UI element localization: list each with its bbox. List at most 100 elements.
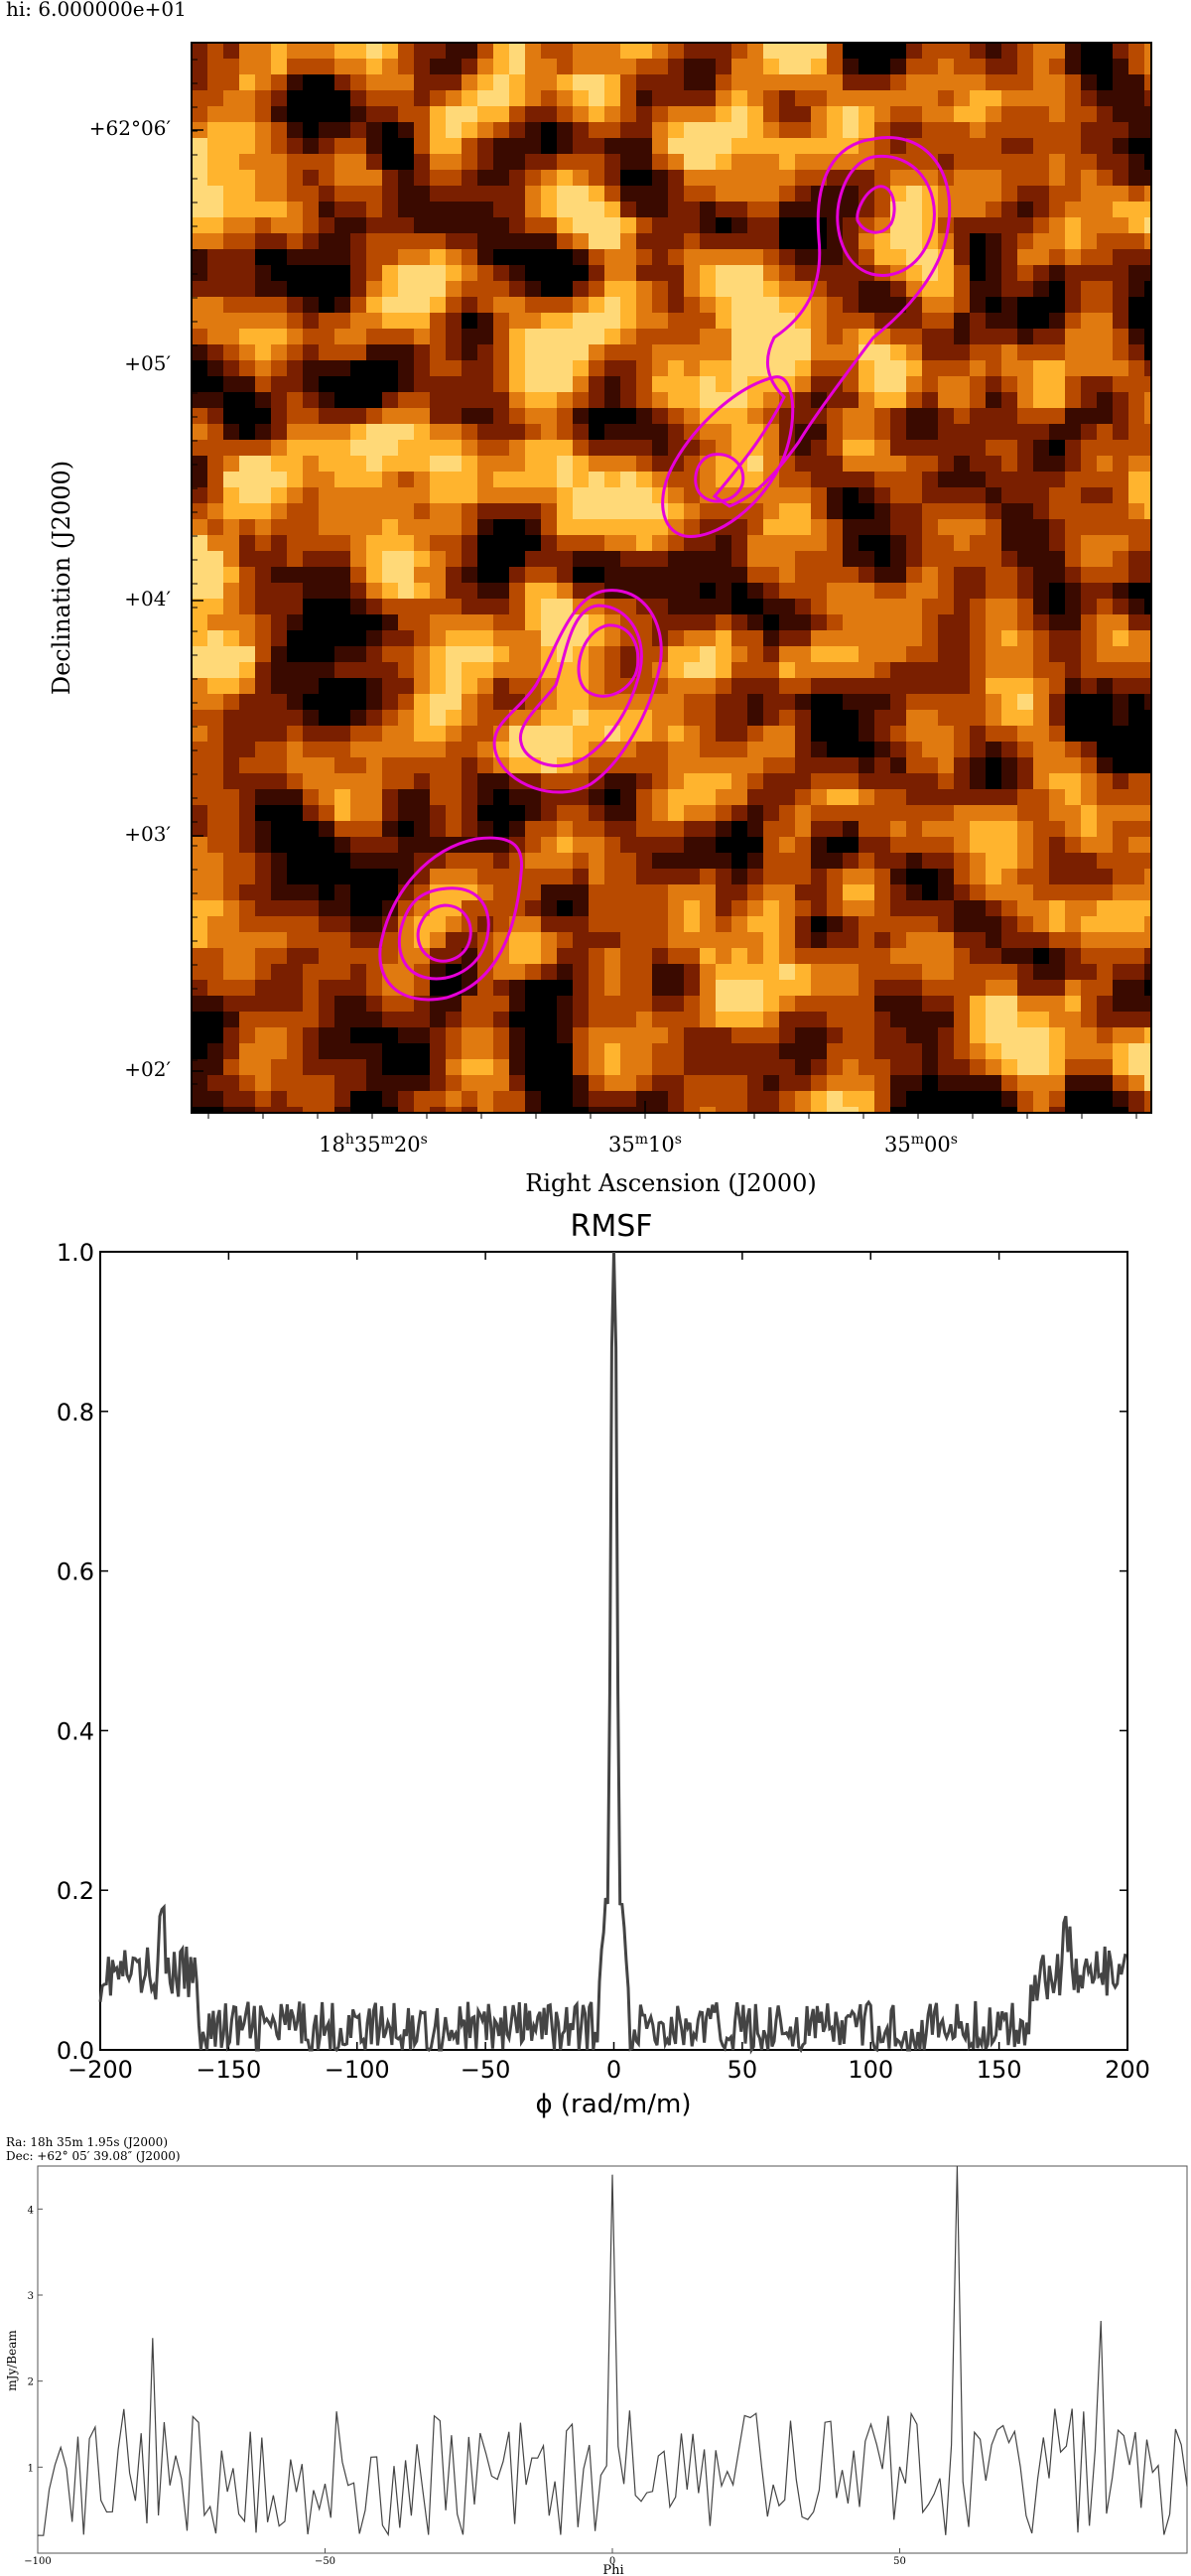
heatmap-cell — [604, 551, 621, 568]
heatmap-cell — [827, 1027, 844, 1044]
heatmap-cell — [795, 519, 812, 536]
heatmap-cell — [986, 1043, 1002, 1060]
heatmap-cell — [287, 964, 304, 981]
heatmap-cell — [954, 1107, 971, 1114]
heatmap-cell — [620, 599, 637, 615]
heatmap-cell — [843, 996, 860, 1013]
heatmap-cell — [763, 916, 780, 933]
heatmap-cell — [334, 90, 351, 107]
heatmap-cell — [414, 408, 431, 425]
heatmap-cell — [255, 233, 272, 250]
heatmap-cell — [843, 1107, 860, 1114]
heatmap-cell — [986, 1107, 1002, 1114]
heatmap-cell — [255, 726, 272, 743]
heatmap-cell — [922, 678, 939, 695]
heatmap-cell — [589, 90, 605, 107]
heatmap-cell — [192, 281, 208, 298]
heatmap-cell — [192, 503, 208, 520]
heatmap-cell — [906, 932, 923, 949]
heatmap-cell — [557, 1107, 574, 1114]
heatmap-cell — [986, 265, 1002, 282]
heatmap-cell — [604, 1075, 621, 1092]
heatmap-cell — [890, 742, 907, 758]
heatmap-cell — [303, 710, 320, 727]
heatmap-cell — [1065, 551, 1082, 568]
heatmap-cell — [192, 551, 208, 568]
heatmap-cell — [700, 630, 717, 647]
heatmap-cell — [763, 773, 780, 790]
heatmap-cell — [589, 43, 605, 60]
heatmap-cell — [192, 964, 208, 981]
heatmap-cell — [668, 1059, 685, 1076]
heatmap-cell — [207, 344, 224, 361]
heatmap-cell — [1001, 1075, 1018, 1092]
heatmap-cell — [1001, 472, 1018, 488]
heatmap-cell — [430, 599, 447, 615]
heatmap-cell — [493, 43, 510, 60]
heatmap-cell — [573, 535, 590, 552]
heatmap-cell — [1144, 1059, 1152, 1076]
heatmap-cell — [1144, 503, 1152, 520]
heatmap-cell — [716, 614, 732, 631]
heatmap-cell — [1128, 805, 1145, 822]
heatmap-cell — [604, 646, 621, 663]
heatmap-cell — [573, 1027, 590, 1044]
heatmap-cell — [573, 472, 590, 488]
heatmap-cell — [1065, 1091, 1082, 1108]
heatmap-cell — [652, 233, 669, 250]
heatmap-cell — [970, 710, 987, 727]
heatmap-cell — [271, 948, 288, 965]
heatmap-cell — [271, 837, 288, 854]
heatmap-cell — [652, 948, 669, 965]
heatmap-cell — [1033, 710, 1050, 727]
heatmap-cell — [843, 408, 860, 425]
heatmap-cell — [1113, 297, 1129, 314]
heatmap-cell — [1081, 408, 1098, 425]
heatmap-cell — [890, 916, 907, 933]
heatmap-cell — [747, 599, 764, 615]
heatmap-cell — [319, 884, 335, 901]
heatmap-cell — [287, 503, 304, 520]
heatmap-cell — [366, 583, 383, 600]
heatmap-cell — [446, 1091, 463, 1108]
heatmap-cell — [779, 551, 796, 568]
heatmap-cell — [509, 964, 526, 981]
heatmap-cell — [1033, 313, 1050, 330]
heatmap-cell — [1097, 360, 1114, 377]
heatmap-cell — [1001, 392, 1018, 409]
heatmap-cell — [207, 948, 224, 965]
heatmap-cell — [414, 217, 431, 234]
heatmap-cell — [827, 138, 844, 155]
heatmap-cell — [827, 440, 844, 457]
heatmap-cell — [1017, 360, 1034, 377]
heatmap-cell — [509, 90, 526, 107]
heatmap-cell — [303, 170, 320, 187]
heatmap-cell — [350, 202, 367, 218]
heatmap-cell — [477, 614, 494, 631]
heatmap-cell — [271, 932, 288, 949]
heatmap-cell — [1017, 916, 1034, 933]
heatmap-cell — [1001, 678, 1018, 695]
heatmap-cell — [430, 1107, 447, 1114]
heatmap-cell — [350, 122, 367, 139]
heatmap-cell — [493, 392, 510, 409]
heatmap-cell — [1081, 519, 1098, 536]
heatmap-cell — [1049, 424, 1066, 441]
heatmap-cell — [1097, 487, 1114, 504]
heatmap-cell — [700, 265, 717, 282]
heatmap-cell — [557, 1075, 574, 1092]
heatmap-cell — [541, 1027, 558, 1044]
heatmap-cell — [1065, 1027, 1082, 1044]
heatmap-cell — [906, 440, 923, 457]
heatmap-cell — [1113, 408, 1129, 425]
heatmap-cell — [493, 281, 510, 298]
heatmap-cell — [477, 392, 494, 409]
ra-readout: Ra: 18h 35m 1.95s (J2000) — [6, 2135, 168, 2149]
heatmap-cell — [398, 456, 415, 473]
heatmap-cell — [319, 567, 335, 584]
heatmap-cell — [906, 43, 923, 60]
heatmap-cell — [1001, 614, 1018, 631]
heatmap-cell — [239, 884, 256, 901]
heatmap-cell — [795, 980, 812, 997]
heatmap-cell — [827, 837, 844, 854]
